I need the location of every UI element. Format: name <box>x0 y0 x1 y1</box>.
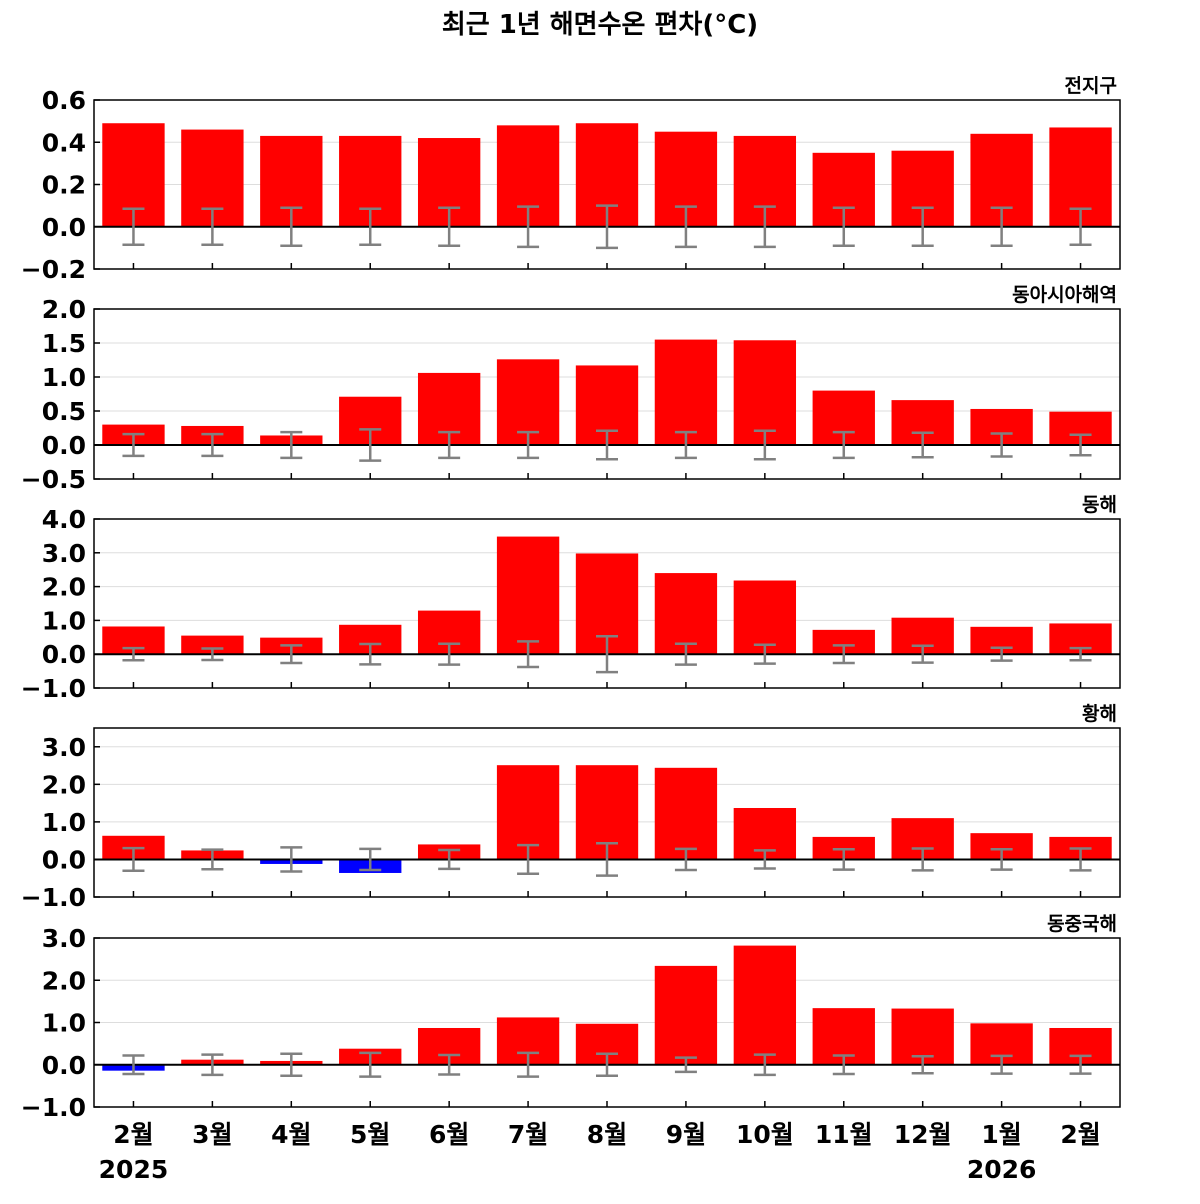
bar-동해-1 <box>181 635 244 655</box>
month-label-0: 2월 <box>113 1120 153 1149</box>
bar-황해-5 <box>496 765 560 860</box>
ytick-label-1-4: 1.5 <box>42 329 86 358</box>
ytick-label-2-4: 3.0 <box>42 539 86 568</box>
ytick-label-0-0: −0.2 <box>21 255 86 284</box>
panel-region-label-4: 동중국해 <box>1047 913 1117 935</box>
ytick-label-2-5: 4.0 <box>42 505 86 534</box>
ytick-label-3-0: −1.0 <box>21 883 86 912</box>
ytick-label-2-0: −1.0 <box>21 674 86 703</box>
month-label-4: 6월 <box>429 1120 469 1149</box>
month-label-3: 5월 <box>350 1120 390 1149</box>
month-label-6: 8월 <box>587 1120 627 1149</box>
month-label-11: 1월 <box>981 1120 1021 1149</box>
bar-동해-7 <box>654 573 718 655</box>
bar-동중국해-8 <box>733 945 797 1065</box>
month-label-8: 10월 <box>736 1120 794 1149</box>
month-label-9: 11월 <box>815 1120 873 1149</box>
ytick-label-2-1: 0.0 <box>42 640 86 669</box>
month-label-10: 12월 <box>894 1120 952 1149</box>
ytick-label-2-2: 1.0 <box>42 606 86 635</box>
bar-동아시아해역-8 <box>733 340 797 445</box>
ytick-label-0-4: 0.6 <box>42 86 86 115</box>
panel-region-label-3: 황해 <box>1082 702 1117 725</box>
ytick-label-4-4: 3.0 <box>42 924 86 953</box>
ytick-label-4-1: 0.0 <box>42 1051 86 1080</box>
ytick-label-3-1: 0.0 <box>42 845 86 874</box>
bar-동해-5 <box>496 536 560 655</box>
ytick-label-3-4: 3.0 <box>42 733 86 762</box>
ytick-label-1-0: −0.5 <box>21 465 86 494</box>
ytick-label-0-2: 0.2 <box>42 171 86 200</box>
ytick-label-4-2: 1.0 <box>42 1009 86 1038</box>
ytick-label-0-1: 0.0 <box>42 213 86 242</box>
month-label-2: 4월 <box>271 1120 311 1149</box>
ytick-label-1-1: 0.0 <box>42 431 86 460</box>
month-label-5: 7월 <box>508 1120 548 1149</box>
ytick-label-3-2: 1.0 <box>42 808 86 837</box>
year-label-0: 2025 <box>99 1155 169 1184</box>
ytick-label-4-3: 2.0 <box>42 966 86 995</box>
ytick-label-0-3: 0.4 <box>42 128 86 157</box>
bar-동해-8 <box>733 580 797 655</box>
panel-region-label-1: 동아시아해역 <box>1012 284 1117 306</box>
chart-title: 최근 1년 해면수온 편차(°C) <box>442 10 758 40</box>
ytick-label-2-3: 2.0 <box>42 573 86 602</box>
ytick-label-1-5: 2.0 <box>42 295 86 324</box>
ytick-label-1-2: 0.5 <box>42 397 86 426</box>
year-label-1: 2026 <box>967 1155 1037 1184</box>
ytick-label-4-0: −1.0 <box>21 1093 86 1122</box>
ytick-label-3-3: 2.0 <box>42 770 86 799</box>
panel-region-label-0: 전지구 <box>1065 75 1117 97</box>
ytick-label-1-3: 1.0 <box>42 363 86 392</box>
month-label-12: 2월 <box>1060 1120 1100 1149</box>
bar-황해-7 <box>654 767 718 860</box>
bar-동아시아해역-7 <box>654 339 718 445</box>
month-label-7: 9월 <box>666 1120 706 1149</box>
bar-동아시아해역-5 <box>496 359 560 445</box>
panel-region-label-2: 동해 <box>1082 494 1117 516</box>
bar-동중국해-7 <box>654 965 718 1065</box>
month-label-1: 3월 <box>192 1120 232 1149</box>
